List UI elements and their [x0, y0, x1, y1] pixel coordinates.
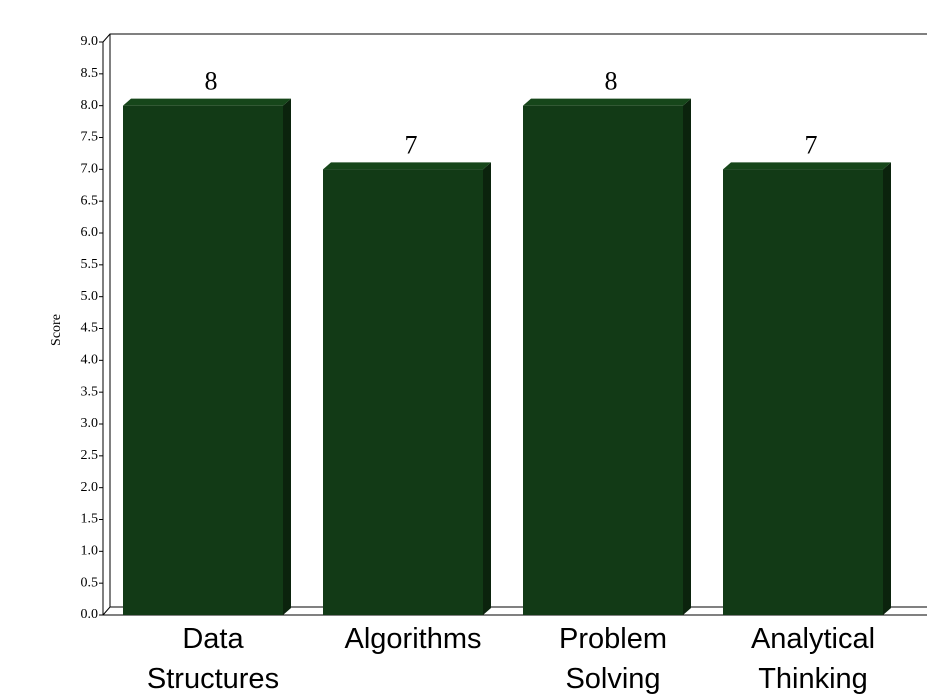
x-tick-label: Data Structures: [147, 623, 279, 695]
back-wall-top: [102, 33, 927, 43]
y-tick-label: 7.0: [81, 162, 99, 177]
x-tick-label: Analytical Thinking: [751, 623, 875, 695]
y-axis-label: Score: [49, 314, 64, 346]
value-label: 8: [605, 67, 618, 96]
y-tick-label: 8.0: [81, 98, 99, 113]
x-tick-label: Algorithms: [345, 623, 482, 655]
x-tick-label: Problem Solving: [559, 623, 667, 695]
y-tick-label: 8.5: [81, 66, 99, 81]
value-label: 7: [405, 130, 418, 159]
bar: [123, 105, 283, 616]
bar-side: [883, 162, 891, 616]
y-tick-label: 3.0: [81, 416, 99, 431]
y-tick-label: 9.0: [81, 34, 99, 49]
bar-side: [683, 98, 691, 615]
bar: [723, 169, 883, 616]
y-tick-label: 6.0: [81, 225, 99, 240]
bar-side: [283, 98, 291, 615]
y-tick-label: 2.0: [81, 480, 99, 495]
y-tick-label: 1.5: [81, 512, 99, 527]
y-tick-label: 5.5: [81, 257, 99, 272]
bar: [523, 105, 683, 616]
bar-top: [323, 162, 491, 170]
y-tick-label: 7.5: [81, 130, 99, 145]
y-tick-label: 0.0: [81, 607, 99, 622]
y-tick-label: 6.5: [81, 193, 99, 208]
bar-top: [723, 162, 891, 170]
bar-top: [523, 98, 691, 106]
value-label: 8: [205, 67, 218, 96]
bar-top: [123, 98, 291, 106]
value-label: 7: [805, 130, 818, 159]
y-tick-label: 2.5: [81, 448, 99, 463]
y-tick-label: 4.0: [81, 353, 99, 368]
y-tick-label: 0.5: [81, 575, 99, 590]
y-tick-label: 4.5: [81, 321, 99, 336]
y-tick-label: 3.5: [81, 384, 99, 399]
bar: [323, 169, 483, 616]
bar-side: [483, 162, 491, 616]
y-tick-label: 1.0: [81, 544, 99, 559]
y-tick-label: 5.0: [81, 289, 99, 304]
